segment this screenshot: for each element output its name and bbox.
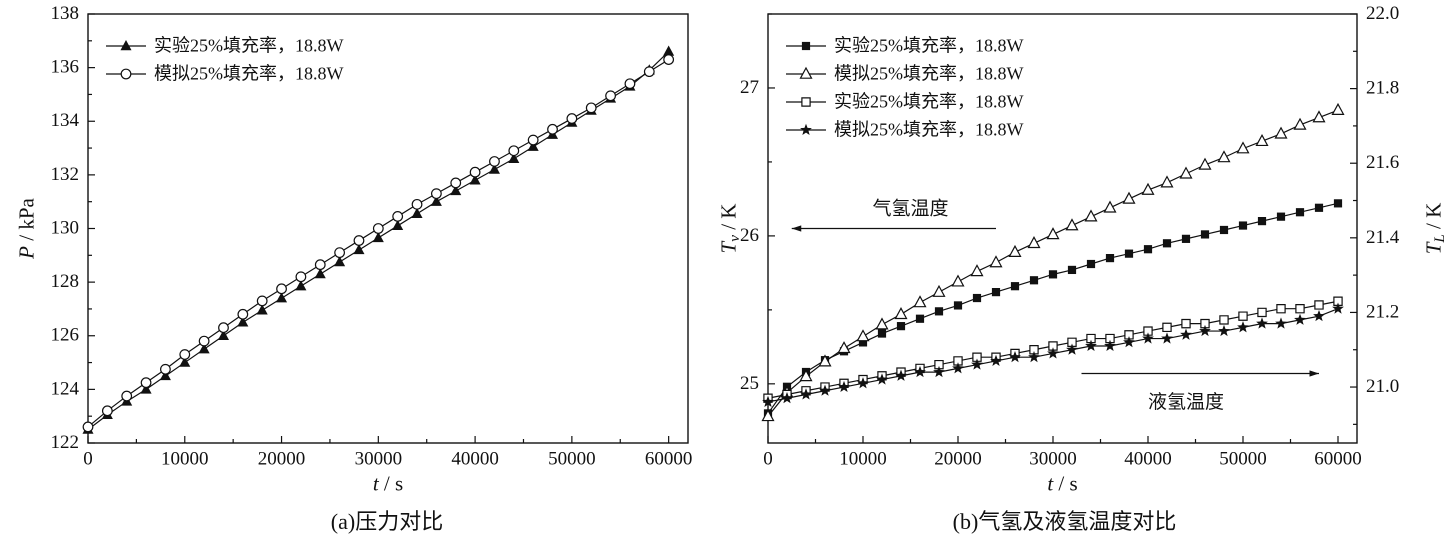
caption-pressure: (a)压力对比 [330, 509, 444, 534]
panel-pressure: (a)压力对比 [0, 0, 710, 553]
temperature-chart-canvas [710, 0, 1455, 505]
panel-temperature: (b)气氢及液氢温度对比 [710, 0, 1455, 553]
pressure-chart-canvas [0, 0, 710, 505]
caption-temperature: (b)气氢及液氢温度对比 [952, 509, 1177, 534]
